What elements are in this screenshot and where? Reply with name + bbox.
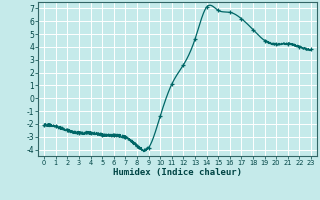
X-axis label: Humidex (Indice chaleur): Humidex (Indice chaleur): [113, 168, 242, 177]
